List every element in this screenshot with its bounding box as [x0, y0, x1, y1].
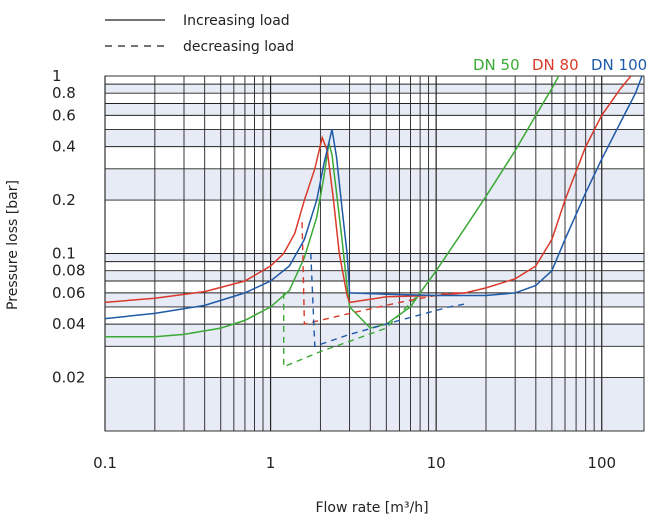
background-band: [105, 103, 644, 116]
background-bands: [105, 84, 644, 431]
series-dn100-increasing-line: [105, 76, 643, 320]
y-tick-labels: 10.8 0.6 0.4 0.2 0.10.08 0.06 0.04 0.02: [52, 67, 85, 387]
series-labels: DN 50 DN 80 DN 100: [473, 56, 647, 74]
curves: [105, 76, 643, 368]
series-dn80-increasing-line: [105, 76, 632, 304]
y-tick-label: 0.6: [52, 106, 76, 124]
legend: Increasing load decreasing load: [105, 13, 294, 55]
series-dn50-decreasing-line: [283, 292, 421, 368]
background-band: [105, 377, 644, 431]
y-tick-label: 0.1: [52, 245, 76, 263]
background-band: [105, 270, 644, 281]
series-label-dn100: DN 100: [591, 56, 647, 74]
grid-lines: [104, 75, 644, 432]
x-tick-label: 10: [427, 454, 446, 472]
y-axis-title: Pressure loss [bar]: [5, 180, 21, 310]
y-tick-label: 0.8: [52, 84, 76, 102]
background-band: [105, 168, 644, 201]
background-band: [105, 84, 644, 94]
y-tick-label: 1: [52, 67, 62, 85]
background-band: [105, 253, 644, 262]
series-dn50-increasing-line: [105, 76, 560, 338]
series-dn100-decreasing-line: [310, 253, 466, 348]
background-band: [105, 292, 644, 307]
legend-label-increasing: Increasing load: [183, 13, 290, 29]
background-band: [105, 129, 644, 147]
x-axis-title: Flow rate [m³/h]: [315, 500, 428, 516]
y-tick-label: 0.02: [52, 369, 85, 387]
x-tick-labels: 0.1 1 10 100: [93, 454, 616, 472]
x-tick-label: 1: [266, 454, 276, 472]
y-tick-label: 0.04: [52, 315, 85, 333]
y-tick-label: 0.2: [52, 191, 76, 209]
y-tick-label: 0.4: [52, 138, 76, 156]
legend-label-decreasing: decreasing load: [183, 39, 294, 55]
series-label-dn50: DN 50: [473, 56, 520, 74]
series-label-dn80: DN 80: [532, 56, 579, 74]
y-tick-label: 0.06: [52, 284, 85, 302]
x-tick-label: 0.1: [93, 454, 117, 472]
y-tick-label: 0.08: [52, 262, 85, 280]
background-band: [105, 324, 644, 347]
x-tick-label: 100: [587, 454, 616, 472]
plot-frame: [104, 75, 645, 432]
